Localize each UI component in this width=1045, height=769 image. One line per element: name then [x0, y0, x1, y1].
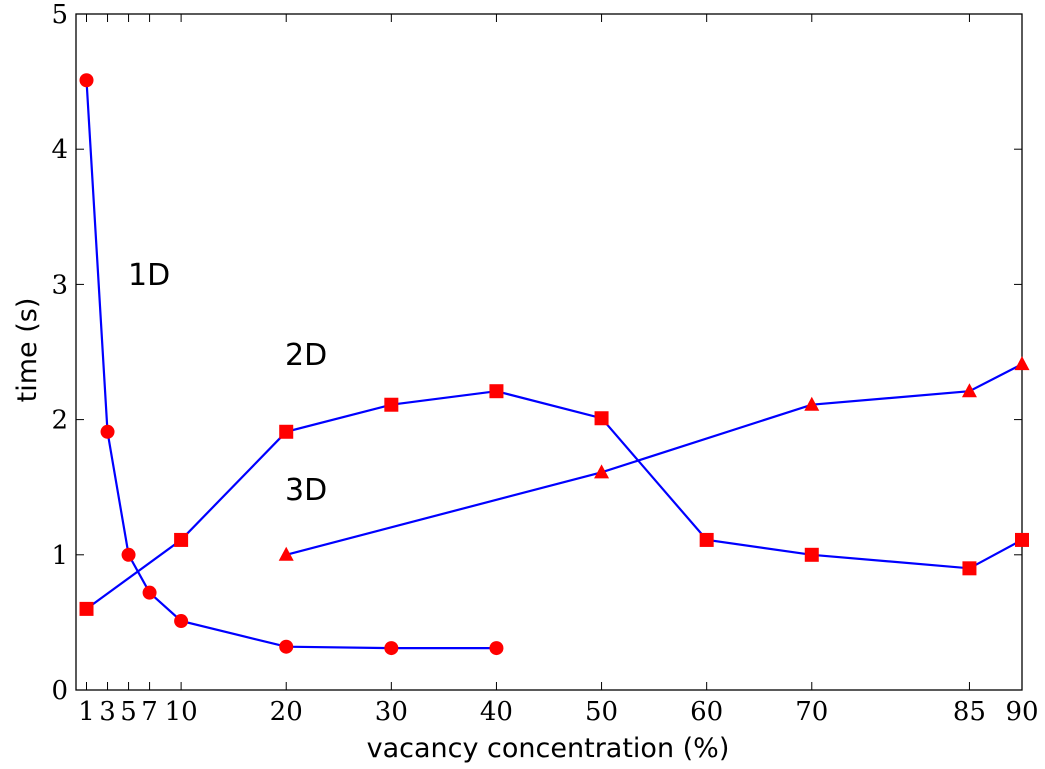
data-point-2d	[962, 561, 977, 576]
series-2d	[79, 384, 1029, 616]
data-point-2d	[699, 532, 714, 547]
data-point-1d	[279, 639, 294, 654]
y-tick-label: 1	[51, 541, 68, 571]
data-point-1d	[79, 73, 94, 88]
data-point-2d	[804, 547, 819, 562]
x-tick-label: 70	[795, 697, 828, 727]
y-axis-label: time (s)	[12, 298, 43, 403]
y-tick-label: 3	[51, 270, 68, 300]
data-point-3d	[1014, 356, 1030, 371]
y-tick-label: 2	[51, 406, 68, 436]
x-tick-label: 50	[585, 697, 618, 727]
data-point-1d	[489, 641, 504, 656]
data-point-2d	[174, 532, 189, 547]
data-point-1d	[384, 641, 399, 656]
data-point-1d	[174, 614, 189, 629]
data-point-1d	[121, 547, 136, 562]
x-tick-label: 20	[270, 697, 303, 727]
x-tick-label: 40	[480, 697, 513, 727]
data-point-3d	[278, 546, 294, 561]
series-label-2d: 2D	[285, 338, 327, 373]
series-1d-line	[85, 80, 497, 650]
y-tick-label: 0	[51, 676, 68, 706]
data-point-1d	[100, 424, 115, 439]
data-point-3d	[961, 383, 977, 398]
x-tick-label: 10	[165, 697, 198, 727]
x-tick-label: 5	[120, 697, 137, 727]
x-tick-label: 90	[1005, 697, 1038, 727]
x-tick-label: 1	[78, 697, 95, 727]
x-tick-label: 85	[953, 697, 986, 727]
series-1d	[79, 73, 504, 656]
series-label-1d: 1D	[128, 258, 170, 293]
y-tick-label: 4	[51, 135, 68, 165]
x-tick-label: 3	[99, 697, 116, 727]
x-axis-label: vacancy concentration (%)	[367, 733, 730, 764]
series-label-3d: 3D	[285, 473, 327, 508]
series-2d-line	[85, 390, 1023, 610]
data-point-1d	[142, 585, 157, 600]
series-3d-line	[285, 363, 1023, 556]
data-point-2d	[79, 601, 94, 616]
labels: vacancy concentration (%) time (s) 1D 2D…	[12, 258, 729, 764]
plot-frame	[75, 13, 1023, 691]
data-point-2d	[489, 384, 504, 399]
data-point-2d	[594, 411, 609, 426]
y-tick-label: 5	[51, 0, 68, 30]
data-point-3d	[804, 396, 820, 411]
x-tick-label: 7	[141, 697, 158, 727]
data-point-2d	[384, 397, 399, 412]
series-3d	[278, 356, 1030, 561]
x-tick-label: 60	[690, 697, 723, 727]
data-point-2d	[279, 424, 294, 439]
series-group	[79, 73, 1030, 656]
x-tick-label: 30	[375, 697, 408, 727]
data-point-2d	[1015, 532, 1029, 547]
data-point-3d	[594, 464, 610, 479]
